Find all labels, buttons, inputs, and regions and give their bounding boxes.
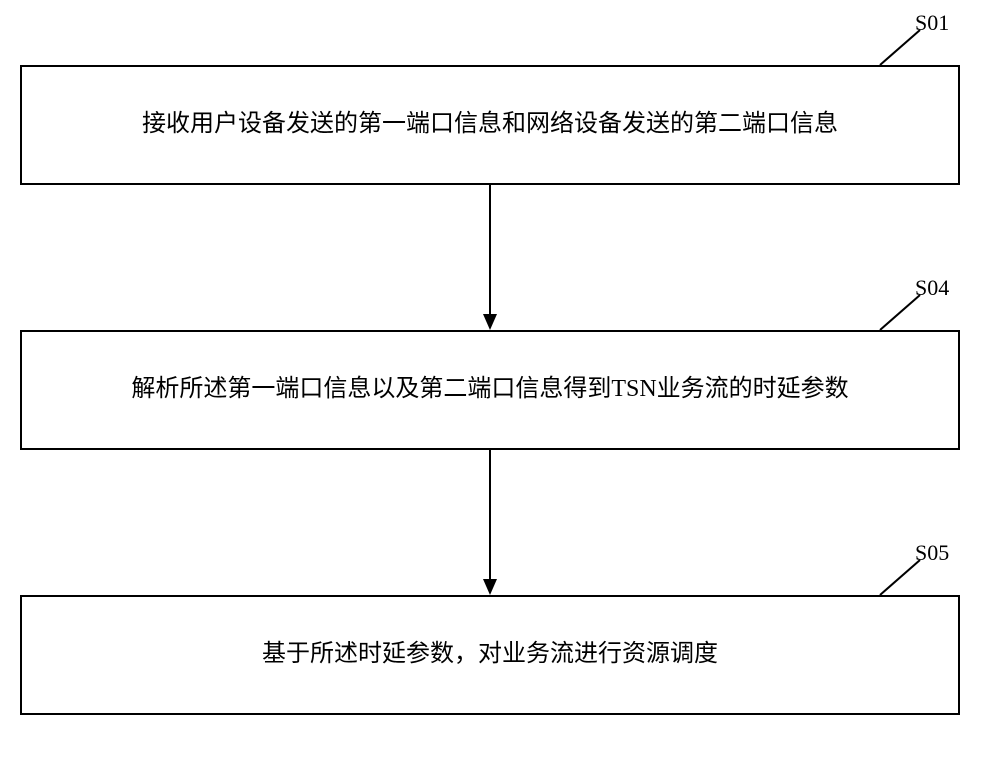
leader-line-3 [0, 0, 1000, 776]
step-label-3: S05 [915, 540, 949, 566]
flowchart-container: 接收用户设备发送的第一端口信息和网络设备发送的第二端口信息 S01 解析所述第一… [0, 0, 1000, 776]
